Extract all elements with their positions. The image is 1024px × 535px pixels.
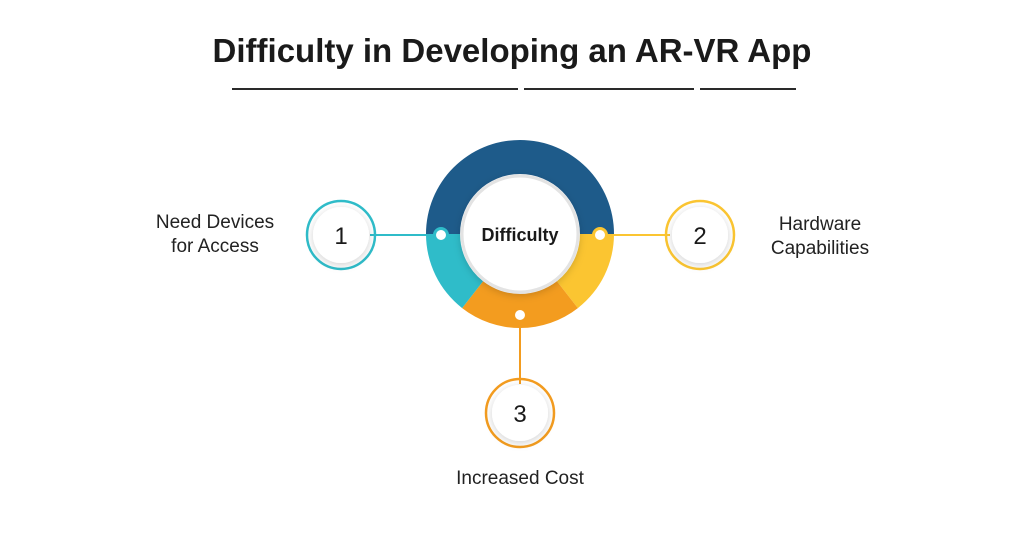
step-2-number: 2 (693, 223, 706, 250)
step-1-number: 1 (334, 223, 347, 250)
step-1-label-line2: for Access (171, 236, 259, 257)
step-1-badge: 1 (305, 199, 377, 271)
connector-dot-2 (592, 227, 608, 243)
title-underline-right (700, 88, 796, 90)
ring-segment-hardware (556, 234, 614, 309)
step-1-label: Need Devices for Access (130, 211, 300, 259)
step-2-label-line1: Hardware (778, 214, 862, 235)
ring-segment-devices (426, 234, 484, 309)
step-2-badge: 2 (664, 199, 736, 271)
step-3-label: Increased Cost (420, 467, 620, 491)
step-3-number: 3 (513, 401, 526, 428)
step-2-label-line2: Capabilities (770, 238, 870, 259)
step-3-label-line1: Increased Cost (456, 468, 584, 489)
title-underline-left (232, 88, 518, 90)
step-1-label-line1: Need Devices (155, 212, 275, 233)
step-2-label: Hardware Capabilities (740, 213, 900, 261)
center-label: Difficulty (481, 225, 558, 245)
step-3-badge: 3 (484, 377, 556, 449)
connector-dot-3 (512, 307, 528, 323)
connector-dot-1 (433, 227, 449, 243)
ring-segment-cost (462, 281, 578, 329)
center-circle (460, 174, 580, 294)
title-underline-middle (524, 88, 694, 90)
ring-segment-difficulty (426, 140, 614, 234)
page-title: Difficulty in Developing an AR-VR App (212, 32, 812, 69)
